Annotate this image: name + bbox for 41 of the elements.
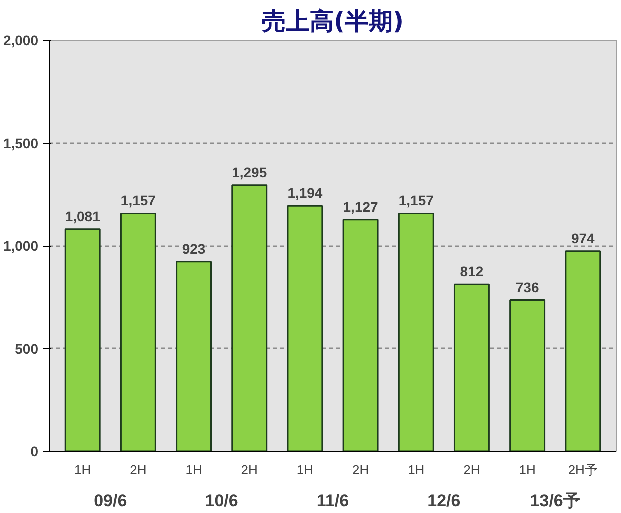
- bar: [454, 284, 490, 452]
- text: 10/6: [205, 492, 238, 510]
- y-tick-label: 0: [30, 444, 39, 460]
- data-label: 1,081: [65, 208, 101, 224]
- bar: [232, 184, 268, 452]
- x-tick-label: 1H: [296, 462, 314, 478]
- text: 09/6: [94, 492, 128, 510]
- bar: [120, 212, 156, 452]
- bar: [342, 219, 379, 452]
- y-tick-label: 1,000: [3, 238, 39, 254]
- x-tick-label: 2H: [130, 462, 147, 478]
- data-label: 1,157: [120, 192, 156, 209]
- y-tick-label: 1,500: [3, 135, 39, 152]
- data-label: 974: [571, 230, 596, 246]
- x-tick-label: 1H: [74, 462, 92, 478]
- bar: [565, 250, 602, 452]
- chart-title: 売上高(半期): [262, 8, 404, 36]
- bar: [176, 261, 212, 452]
- text: 11/6: [316, 492, 350, 510]
- x-tick-label: 2H予: [568, 462, 598, 478]
- data-label: 923: [182, 240, 206, 257]
- x-tick-label: 2H: [464, 462, 480, 478]
- data-label: 736: [516, 279, 540, 296]
- bar: [398, 212, 434, 452]
- x-tick-label: 2H: [352, 462, 370, 478]
- x-tick-label: 1H: [519, 462, 536, 478]
- y-tick-label: 500: [15, 340, 39, 357]
- data-label: 1,295: [232, 164, 268, 180]
- bar: [510, 300, 546, 452]
- x-tick-label: 1H: [186, 462, 202, 478]
- data-label: 812: [460, 264, 484, 280]
- bar: [287, 205, 324, 452]
- text: 12/6: [428, 492, 461, 510]
- data-label: 1,157: [398, 192, 434, 209]
- x-tick-label: 1H: [408, 462, 425, 478]
- data-label: 1,127: [343, 198, 379, 215]
- x-tick-label: 2H: [241, 462, 258, 478]
- y-tick-label: 2,000: [3, 32, 39, 48]
- data-label: 1,194: [288, 185, 323, 202]
- text: 13/6予: [530, 492, 580, 510]
- bar: [64, 228, 101, 452]
